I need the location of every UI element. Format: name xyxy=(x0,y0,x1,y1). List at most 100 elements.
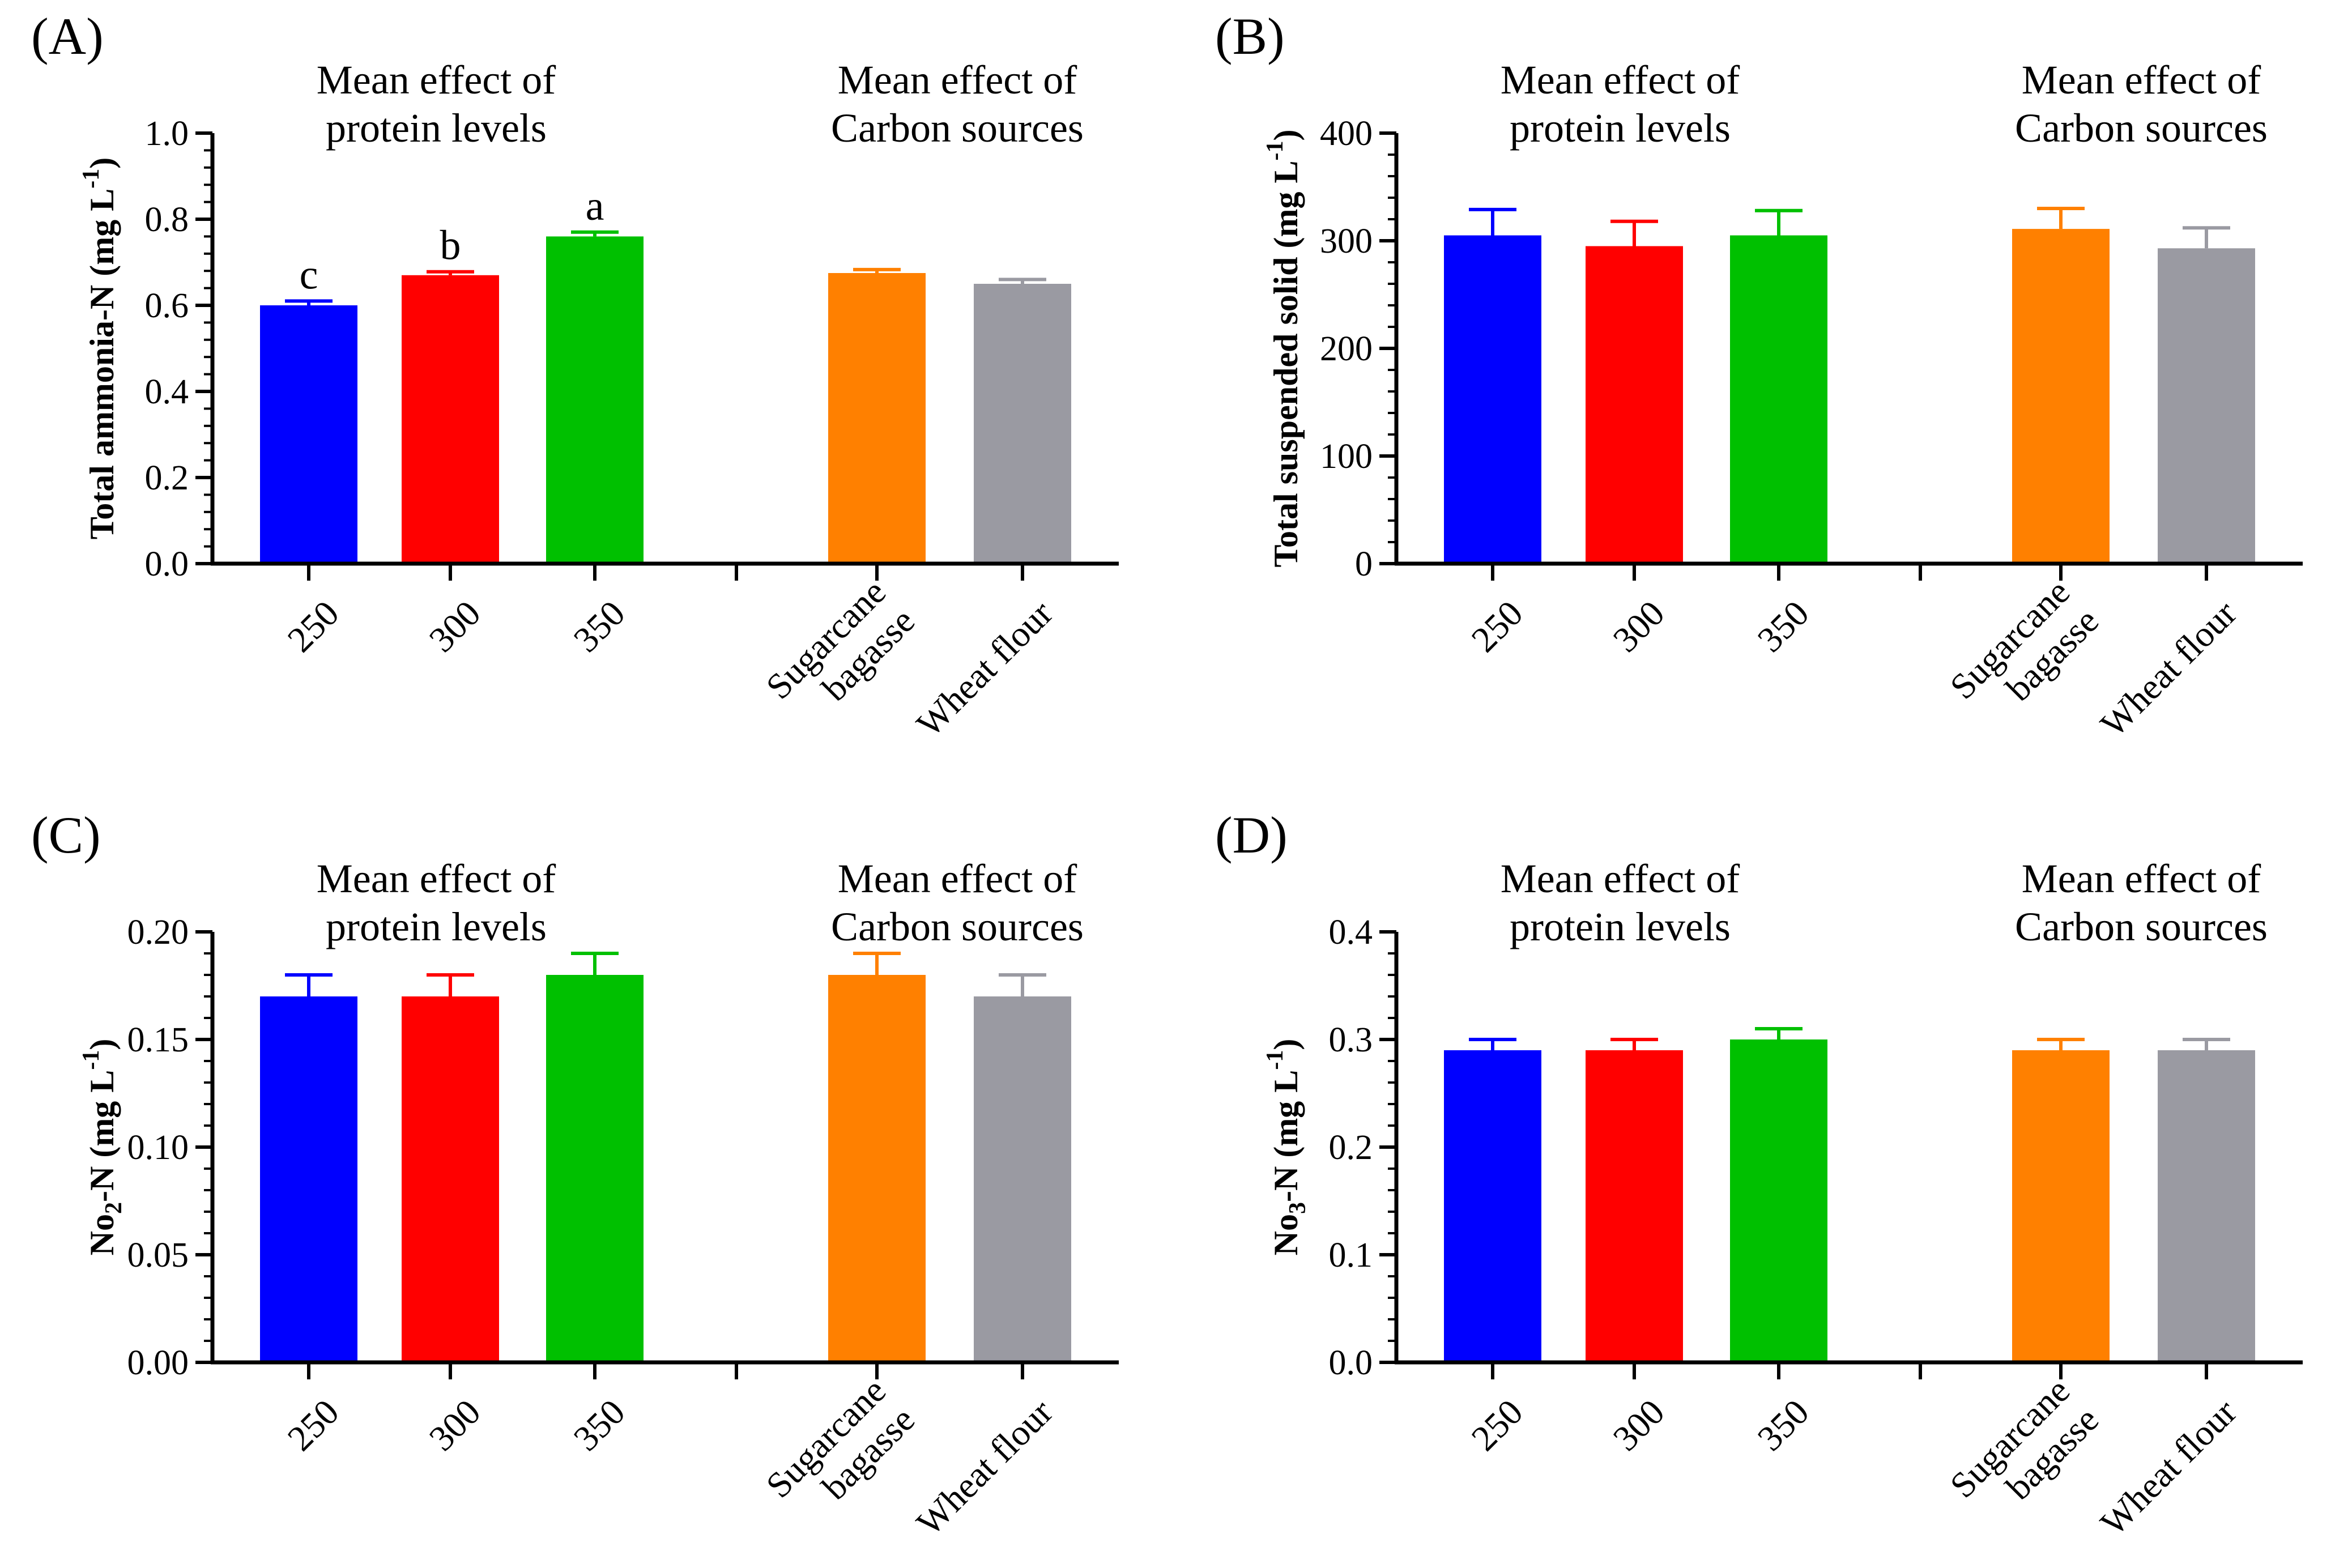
bar-300 xyxy=(402,275,499,564)
group-title-1-line-1: Carbon sources xyxy=(2015,105,2268,151)
sig-letter-300: b xyxy=(440,223,461,269)
bar-300 xyxy=(1586,246,1683,564)
y-axis-label-part: -N (mg L xyxy=(83,1070,121,1202)
y-axis-label-part: Total ammonia-N (mg L xyxy=(83,189,121,539)
y-tick-label: 200 xyxy=(1320,330,1373,368)
bar-wheat-flour xyxy=(974,996,1071,1362)
y-tick-label: 0.15 xyxy=(127,1021,189,1059)
x-tick-label-300: 300 xyxy=(1605,593,1672,660)
group-title-0-line-0: Mean effect of xyxy=(317,57,556,103)
bar-sugarcane-bagasse xyxy=(2012,229,2110,564)
bar-350 xyxy=(1730,235,1827,564)
x-tick-label-line: 300 xyxy=(1605,1392,1672,1459)
x-tick-label-350: 350 xyxy=(566,593,633,660)
bar-250 xyxy=(1444,235,1541,564)
y-tick-label: 0.10 xyxy=(127,1128,189,1167)
group-title-1-line-0: Mean effect of xyxy=(838,57,1077,103)
y-tick-label: 0.2 xyxy=(1329,1128,1373,1167)
y-axis-label-sup: -1 xyxy=(1262,140,1288,160)
group-title-1-line-0: Mean effect of xyxy=(838,856,1077,901)
group-title-0-line-1: protein levels xyxy=(326,904,547,949)
y-tick-label: 300 xyxy=(1320,222,1373,261)
y-axis-label-part: ) xyxy=(83,1039,121,1050)
panel-label: (A) xyxy=(31,7,104,65)
sig-letter-250: c xyxy=(300,252,318,298)
y-axis-label-part: No xyxy=(83,1214,121,1255)
y-axis-label-part: ) xyxy=(1267,1039,1305,1050)
bar-350 xyxy=(1730,1039,1827,1362)
y-tick-label: 0.05 xyxy=(127,1236,189,1275)
x-tick-label-350: 350 xyxy=(566,1392,633,1459)
bar-wheat-flour xyxy=(2158,248,2255,564)
bar-wheat-flour xyxy=(2158,1050,2255,1362)
x-tick-label-350: 350 xyxy=(1750,1392,1817,1459)
y-tick-label: 0.0 xyxy=(1329,1344,1373,1382)
panel-label: (D) xyxy=(1215,806,1288,864)
y-axis-label: No3-N (mg L-1) xyxy=(1262,1039,1311,1256)
x-tick-label-250: 250 xyxy=(1464,593,1531,660)
bar-wheat-flour xyxy=(974,284,1071,564)
group-title-0-line-0: Mean effect of xyxy=(317,856,556,901)
y-axis-label-sub: 3 xyxy=(1285,1202,1311,1214)
x-tick-label-wheat-flour: Wheat flour xyxy=(909,593,1060,745)
y-tick-label: 0.4 xyxy=(145,373,189,411)
x-tick-label-300: 300 xyxy=(421,593,488,660)
x-tick-label-line: 250 xyxy=(1464,593,1531,660)
x-tick-label-250: 250 xyxy=(280,593,347,660)
y-tick-label: 0.2 xyxy=(145,459,189,497)
x-tick-label-300: 300 xyxy=(1605,1392,1672,1459)
x-tick-label-wheat-flour: Wheat flour xyxy=(909,1392,1060,1544)
panel-label: (B) xyxy=(1215,7,1285,65)
group-title-1-line-0: Mean effect of xyxy=(2022,856,2261,901)
y-tick-label: 0.3 xyxy=(1329,1021,1373,1059)
y-axis-label-sup: -1 xyxy=(78,1050,104,1070)
x-tick-label-wheat-flour: Wheat flour xyxy=(2093,593,2244,745)
x-tick-label-line: Wheat flour xyxy=(909,1392,1060,1544)
y-tick-label: 0.4 xyxy=(1329,913,1373,952)
x-tick-label-line: Wheat flour xyxy=(2093,1392,2244,1544)
sig-letter-350: a xyxy=(586,183,604,229)
group-title-0-line-1: protein levels xyxy=(1510,105,1731,151)
y-axis-label: No2-N (mg L-1) xyxy=(78,1039,127,1256)
bar-250 xyxy=(260,996,357,1362)
y-tick-label: 400 xyxy=(1320,114,1373,153)
y-tick-label: 0.0 xyxy=(145,545,189,583)
group-title-0-line-0: Mean effect of xyxy=(1501,57,1740,103)
y-axis-label-sup: -1 xyxy=(1262,1050,1288,1070)
group-title-0-line-0: Mean effect of xyxy=(1501,856,1740,901)
x-tick-label-line: Wheat flour xyxy=(909,593,1060,745)
group-title-0-line-1: protein levels xyxy=(1510,904,1731,949)
x-tick-label-line: 300 xyxy=(1605,593,1672,660)
x-tick-label-line: 300 xyxy=(421,593,488,660)
x-tick-label-wheat-flour: Wheat flour xyxy=(2093,1392,2244,1544)
y-axis-label-part: ) xyxy=(1267,130,1305,141)
x-tick-label-line: 250 xyxy=(280,1392,347,1459)
x-tick-label-sugarcane-bagasse: Sugarcanebagasse xyxy=(759,1370,923,1535)
x-tick-label-line: 300 xyxy=(421,1392,488,1459)
bar-sugarcane-bagasse xyxy=(828,975,926,1362)
x-tick-label-350: 350 xyxy=(1750,593,1817,660)
x-tick-label-line: 350 xyxy=(566,593,633,660)
x-tick-label-250: 250 xyxy=(1464,1392,1531,1459)
x-tick-label-250: 250 xyxy=(280,1392,347,1459)
y-tick-label: 0.00 xyxy=(127,1344,189,1382)
x-tick-label-300: 300 xyxy=(421,1392,488,1459)
group-title-1-line-1: Carbon sources xyxy=(831,105,1084,151)
x-tick-label-sugarcane-bagasse: Sugarcanebagasse xyxy=(1942,1370,2107,1535)
y-axis-label: Total suspended solid (mg L-1) xyxy=(1262,130,1305,568)
group-title-1-line-0: Mean effect of xyxy=(2022,57,2261,103)
group-title-1-line-1: Carbon sources xyxy=(2015,904,2268,949)
x-tick-label-line: 350 xyxy=(1750,1392,1817,1459)
y-tick-label: 0.1 xyxy=(1329,1236,1373,1275)
y-tick-label: 0 xyxy=(1355,545,1373,583)
group-title-0-line-1: protein levels xyxy=(326,105,547,151)
bar-sugarcane-bagasse xyxy=(2012,1050,2110,1362)
y-tick-label: 100 xyxy=(1320,437,1373,476)
bar-300 xyxy=(1586,1050,1683,1362)
bar-350 xyxy=(546,975,644,1362)
y-axis-label-sup: -1 xyxy=(78,169,104,189)
